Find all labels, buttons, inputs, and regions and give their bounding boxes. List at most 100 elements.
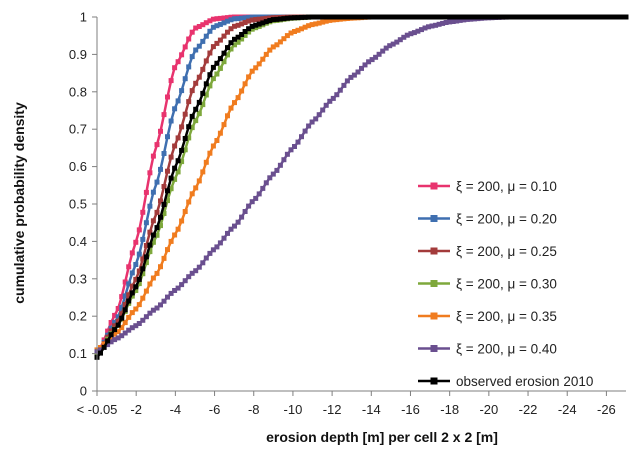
data-point (253, 65, 259, 71)
data-point (447, 19, 453, 25)
data-point (115, 318, 121, 324)
data-point (193, 25, 199, 31)
data-point (161, 211, 167, 216)
data-point (302, 128, 308, 134)
data-point (422, 14, 428, 20)
data-point (122, 302, 128, 307)
data-point (263, 15, 269, 21)
data-point (447, 14, 453, 20)
data-point (133, 306, 139, 312)
data-point (158, 128, 163, 134)
data-point (101, 344, 107, 350)
data-point (475, 14, 481, 20)
data-point (189, 88, 195, 94)
data-point (119, 325, 125, 331)
data-point (306, 14, 312, 20)
data-point (126, 327, 132, 333)
data-point (232, 36, 237, 42)
data-point (168, 175, 174, 181)
data-point (351, 14, 357, 20)
data-point (175, 158, 181, 164)
data-point (380, 14, 386, 20)
data-point (270, 17, 276, 23)
x-tick-label: -26 (597, 402, 616, 417)
data-point (168, 154, 174, 160)
data-point (172, 232, 178, 238)
data-point (126, 314, 132, 320)
data-point (581, 14, 587, 20)
data-point (126, 298, 132, 304)
y-tick-label: 0.6 (69, 159, 87, 174)
data-point (186, 274, 192, 280)
data-point (383, 45, 389, 51)
data-point (556, 14, 562, 20)
data-point (221, 20, 227, 26)
x-tick-label: -12 (323, 402, 342, 417)
data-point (172, 165, 178, 171)
data-point (263, 51, 269, 57)
data-point (207, 50, 213, 56)
data-point (235, 16, 241, 22)
data-point (330, 17, 336, 23)
data-point (147, 170, 153, 176)
data-point (150, 189, 156, 195)
data-point (150, 232, 156, 238)
data-point (316, 14, 322, 20)
data-point (186, 124, 192, 130)
data-point (210, 143, 216, 149)
data-point (154, 270, 160, 276)
data-point (450, 14, 456, 20)
data-point (175, 98, 181, 104)
data-point (239, 36, 245, 42)
data-point (112, 312, 118, 318)
data-point (154, 142, 160, 148)
data-point (542, 14, 548, 20)
data-point (292, 29, 297, 34)
data-point (158, 302, 163, 308)
data-point (225, 29, 230, 35)
data-point (620, 14, 625, 20)
data-point (154, 209, 160, 215)
data-point (147, 281, 153, 287)
legend-item: ξ = 200, μ = 0.30 (418, 277, 557, 292)
data-point (122, 293, 128, 299)
data-point (126, 292, 132, 298)
data-point (239, 88, 245, 94)
y-tick-label: 0.5 (69, 197, 87, 212)
data-point (172, 106, 178, 112)
data-point (179, 124, 185, 130)
data-point (436, 21, 442, 27)
data-point (253, 22, 259, 28)
data-point (147, 229, 153, 235)
data-point (112, 327, 118, 333)
data-point (517, 14, 523, 20)
data-point (228, 40, 234, 46)
data-point (210, 24, 216, 30)
data-point (136, 268, 142, 274)
data-point (323, 14, 329, 20)
data-point (443, 20, 449, 25)
data-point (482, 14, 488, 20)
data-point (182, 278, 188, 284)
data-point (175, 169, 181, 175)
data-point (235, 39, 241, 45)
data-point (232, 100, 237, 106)
y-tick-label: 1 (80, 10, 87, 25)
data-point (397, 37, 403, 43)
data-point (210, 247, 216, 253)
data-point (172, 65, 178, 71)
data-point (98, 347, 103, 353)
data-point (267, 47, 273, 53)
data-point (253, 195, 259, 201)
data-point (207, 18, 213, 24)
data-point (545, 14, 551, 20)
data-point (443, 14, 449, 20)
data-point (246, 29, 252, 35)
data-point (612, 14, 618, 20)
data-point (179, 52, 185, 58)
data-point (119, 315, 125, 321)
data-point (136, 302, 142, 308)
data-point (369, 57, 375, 63)
data-point (299, 134, 304, 140)
data-point (401, 14, 407, 20)
